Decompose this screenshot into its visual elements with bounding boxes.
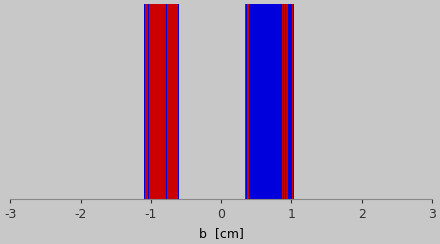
Bar xyxy=(178,4,179,199)
Bar xyxy=(293,4,294,199)
Bar xyxy=(292,4,293,199)
Bar xyxy=(166,4,167,199)
Bar xyxy=(247,4,249,199)
Bar xyxy=(145,4,148,199)
Bar xyxy=(245,4,246,199)
Bar xyxy=(149,4,166,199)
Bar xyxy=(144,4,145,199)
Bar xyxy=(285,4,286,199)
Bar xyxy=(249,4,282,199)
Bar xyxy=(286,4,288,199)
Bar xyxy=(148,4,149,199)
Bar xyxy=(246,4,247,199)
Bar xyxy=(167,4,178,199)
Bar xyxy=(288,4,292,199)
Bar xyxy=(283,4,284,199)
X-axis label: b  [cm]: b [cm] xyxy=(199,227,244,240)
Bar xyxy=(284,4,285,199)
Bar xyxy=(282,4,283,199)
